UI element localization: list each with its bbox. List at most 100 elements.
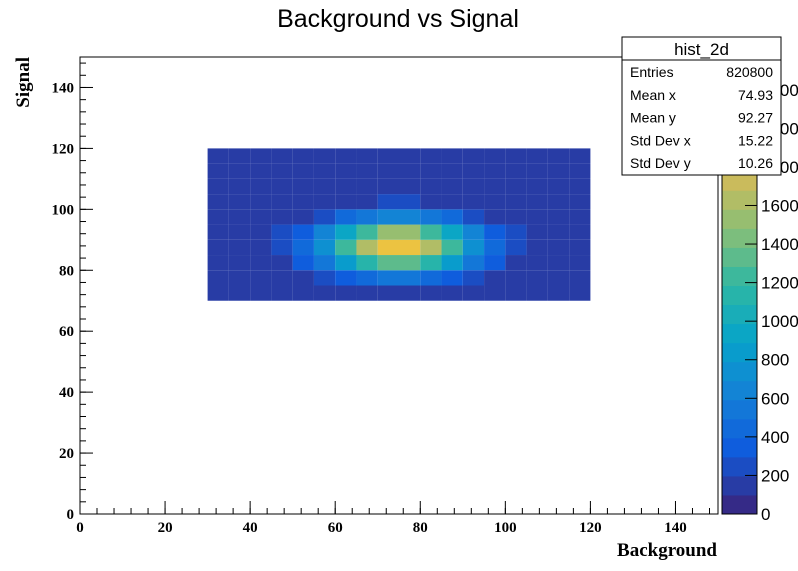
stats-title: hist_2d: [674, 40, 729, 59]
heat-cell: [441, 224, 463, 240]
heat-cell: [526, 255, 548, 271]
heat-cell: [250, 255, 272, 271]
heat-cell: [335, 194, 357, 210]
heat-cell: [250, 285, 272, 301]
heat-cell: [420, 239, 442, 256]
color-step: [722, 399, 757, 420]
x-tick-label: 0: [76, 520, 84, 536]
heat-cell: [526, 270, 548, 286]
heat-cell: [526, 194, 548, 210]
heat-cell: [420, 224, 442, 240]
heat-cell: [462, 285, 485, 301]
heat-cell: [313, 285, 336, 301]
heat-cell: [547, 270, 570, 286]
y-tick-label: 80: [59, 263, 74, 279]
heat-cell: [547, 285, 570, 301]
heat-cell: [250, 209, 272, 225]
heat-cell: [547, 148, 570, 164]
heat-cell: [462, 224, 485, 240]
heat-cell: [484, 285, 506, 301]
heat-cell: [505, 255, 527, 271]
heat-cell: [377, 255, 399, 271]
heat-cell: [526, 285, 548, 301]
heat-cell: [250, 239, 272, 256]
heat-cell: [420, 255, 442, 271]
chart-title: Background vs Signal: [277, 5, 519, 33]
x-tick-label: 80: [413, 520, 428, 536]
color-step: [722, 494, 757, 515]
heat-cell: [505, 148, 527, 164]
heat-cell: [505, 194, 527, 210]
heat-cell: [569, 224, 591, 240]
heat-cell: [356, 285, 378, 301]
heat-cell: [335, 255, 357, 271]
heat-cell: [335, 239, 357, 256]
heat-cell: [356, 194, 378, 210]
heat-cell: [250, 224, 272, 240]
heat-cell: [569, 239, 591, 256]
heat-cell: [313, 163, 336, 179]
heat-cell: [462, 270, 485, 286]
z-tick-label: 1600: [761, 196, 798, 215]
color-step: [722, 380, 757, 401]
heat-cell: [271, 163, 293, 179]
heat-cell: [441, 163, 463, 179]
color-step: [722, 456, 757, 477]
heat-cell: [207, 209, 229, 225]
heat-cell: [505, 224, 527, 240]
heat-cell: [356, 163, 378, 179]
heat-cell: [547, 163, 570, 179]
stats-key: Mean y: [630, 110, 676, 126]
heat-cell: [271, 239, 293, 256]
heat-cell: [228, 163, 251, 179]
heat-cell: [228, 255, 251, 271]
heat-cell: [292, 178, 314, 195]
heat-cell: [335, 270, 357, 286]
heat-cell: [207, 148, 229, 164]
heat-cell: [313, 209, 336, 225]
heat-cell: [313, 224, 336, 240]
heat-cell: [292, 209, 314, 225]
heat-cell: [271, 224, 293, 240]
heat-cell: [399, 270, 421, 286]
heat-cell: [292, 148, 314, 164]
heat-cell: [399, 163, 421, 179]
heat-cell: [207, 178, 229, 195]
heat-cell: [377, 178, 399, 195]
heat-cell: [526, 163, 548, 179]
z-tick-label: 400: [761, 428, 789, 447]
heat-cell: [250, 194, 272, 210]
stats-value: 74.93: [738, 87, 773, 103]
heat-cell: [377, 285, 399, 301]
heat-cell: [377, 194, 399, 210]
heat-cell: [228, 270, 251, 286]
heat-cell: [441, 194, 463, 210]
heat-cell: [207, 224, 229, 240]
heat-cell: [271, 255, 293, 271]
heat-cell: [505, 270, 527, 286]
heat-cell: [228, 224, 251, 240]
plot-frame: [79, 56, 719, 515]
z-tick-label: 1000: [761, 312, 798, 331]
y-tick-label: 40: [59, 385, 74, 401]
heat-cell: [462, 255, 485, 271]
heat-cell: [356, 178, 378, 195]
heat-cell: [462, 163, 485, 179]
heat-cell: [292, 285, 314, 301]
heat-cell: [271, 209, 293, 225]
heat-cell: [526, 209, 548, 225]
heat-cell: [462, 148, 485, 164]
heat-cell: [356, 270, 378, 286]
heat-cell: [356, 255, 378, 271]
y-tick-label: 100: [52, 202, 75, 218]
heat-cell: [356, 148, 378, 164]
y-tick-label: 120: [52, 141, 75, 157]
heat-cell: [292, 239, 314, 256]
heat-cell: [462, 239, 485, 256]
heat-cell: [569, 194, 591, 210]
heat-cell: [420, 148, 442, 164]
heat-cell: [399, 224, 421, 240]
color-step: [722, 418, 757, 439]
heat-cell: [399, 285, 421, 301]
stats-value: 820800: [726, 64, 773, 80]
